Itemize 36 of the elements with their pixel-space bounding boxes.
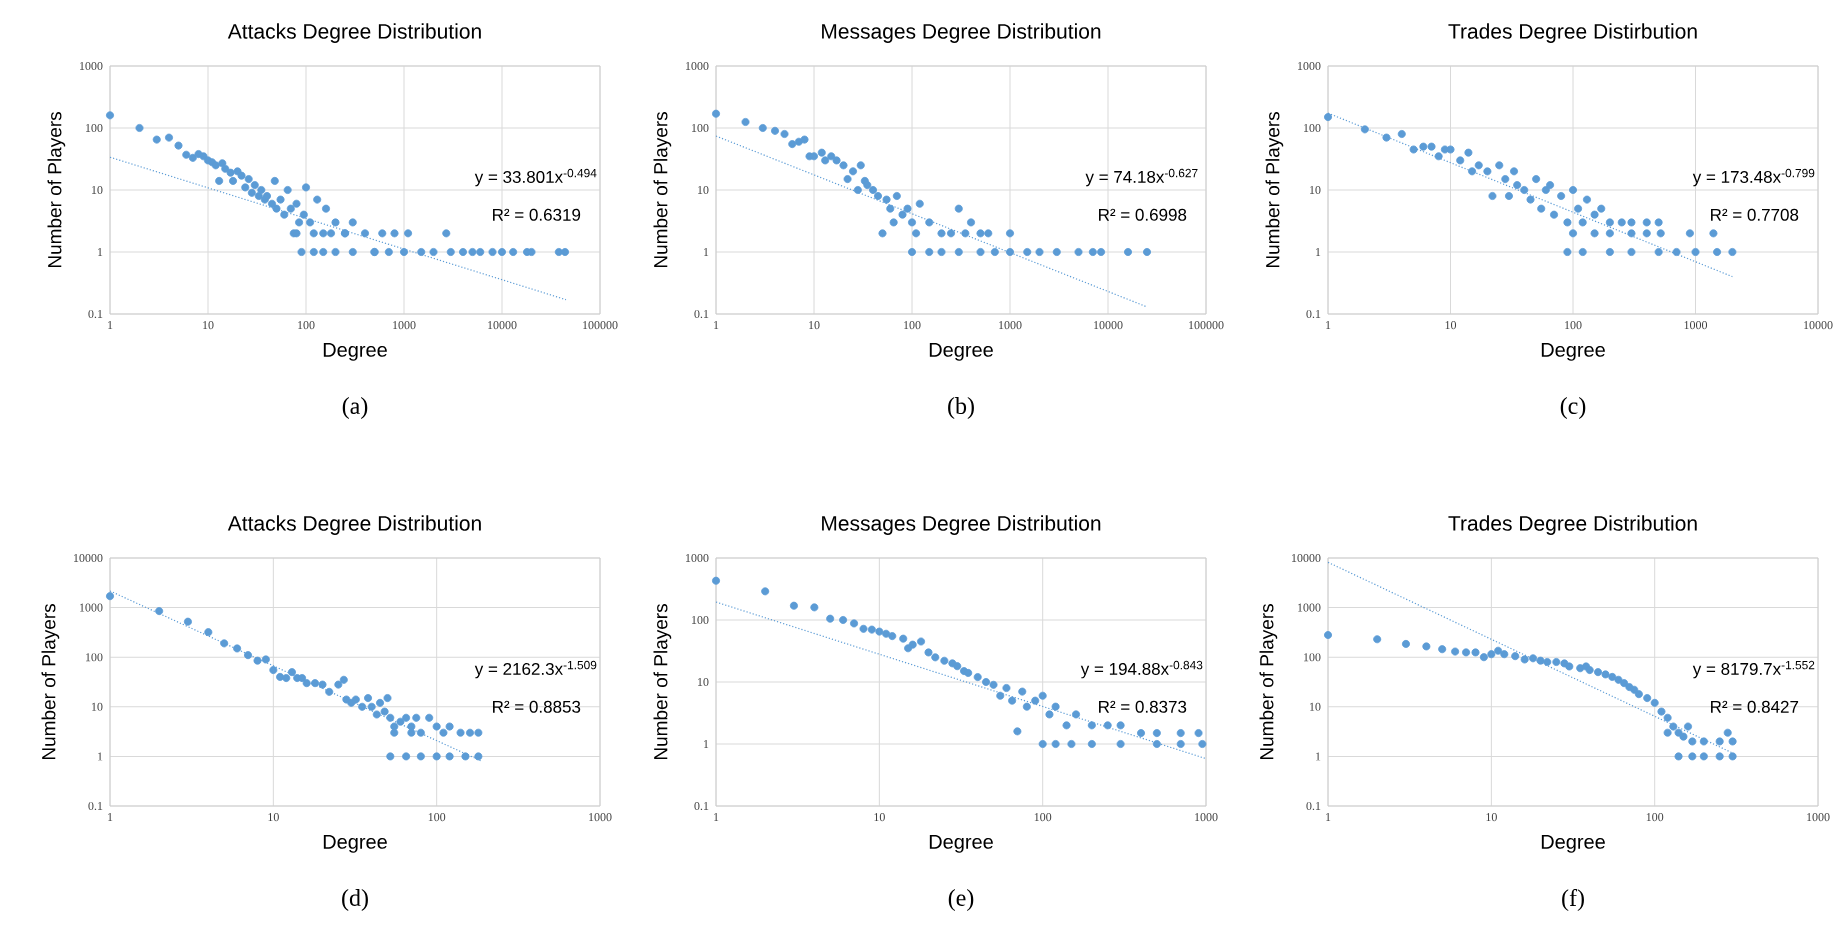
y-axis-title: Number of Players	[41, 604, 60, 760]
annotation: y = 74.18x$^{-0.627}$	[1085, 168, 1198, 187]
annotation: R² = 0.6319	[493, 208, 581, 221]
x-axis-title: Degree	[1541, 834, 1605, 853]
text: (c)	[1560, 397, 1586, 419]
chart-title: Attacks Degree Distribution	[227, 23, 481, 43]
y-axis-title: Number of Players	[47, 112, 66, 268]
annotation: y = 33.801x$^{-0.494}$	[474, 168, 597, 187]
annotation: y = 2162.3x$^{-1.509}$	[474, 660, 597, 679]
annotation: R² = 0.8373	[1099, 700, 1187, 713]
chart-title: Messages Degree Distribution	[822, 515, 1101, 535]
annotation: y = 8179.7x$^{-1.552}$	[1692, 660, 1815, 679]
annotation: R² = 0.6998	[1099, 208, 1187, 221]
annotation: y = 194.88x$^{-0.843}$	[1080, 660, 1203, 679]
y-axis-title: Number of Players	[653, 604, 672, 760]
text: (e)	[948, 889, 974, 911]
annotation: y = 173.48x$^{-0.799}$	[1692, 168, 1815, 187]
text: (d)	[342, 889, 368, 911]
text: (f)	[1562, 888, 1584, 911]
y-axis-title: Number of Players	[1259, 604, 1278, 760]
chart-title: Messages Degree Distribution	[822, 23, 1101, 43]
text: (a)	[342, 397, 368, 419]
x-axis-title: Degree	[929, 342, 993, 361]
x-axis-title: Degree	[929, 834, 993, 853]
x-axis-title: Degree	[323, 834, 387, 853]
annotation: R² = 0.8853	[493, 700, 581, 713]
annotation: R² = 0.7708	[1711, 208, 1799, 221]
y-axis-title: Number of Players	[1265, 112, 1284, 268]
chart-title: Attacks Degree Distribution	[227, 515, 481, 535]
chart-title: Trades Degree Distribution	[1448, 515, 1697, 535]
text: (b)	[948, 397, 974, 419]
x-axis-title: Degree	[1541, 342, 1605, 361]
x-axis-title: Degree	[323, 342, 387, 361]
annotation: R² = 0.8427	[1711, 700, 1799, 713]
chart-title: Trades Degree Distirbution	[1448, 23, 1697, 43]
y-axis-title: Number of Players	[653, 112, 672, 268]
